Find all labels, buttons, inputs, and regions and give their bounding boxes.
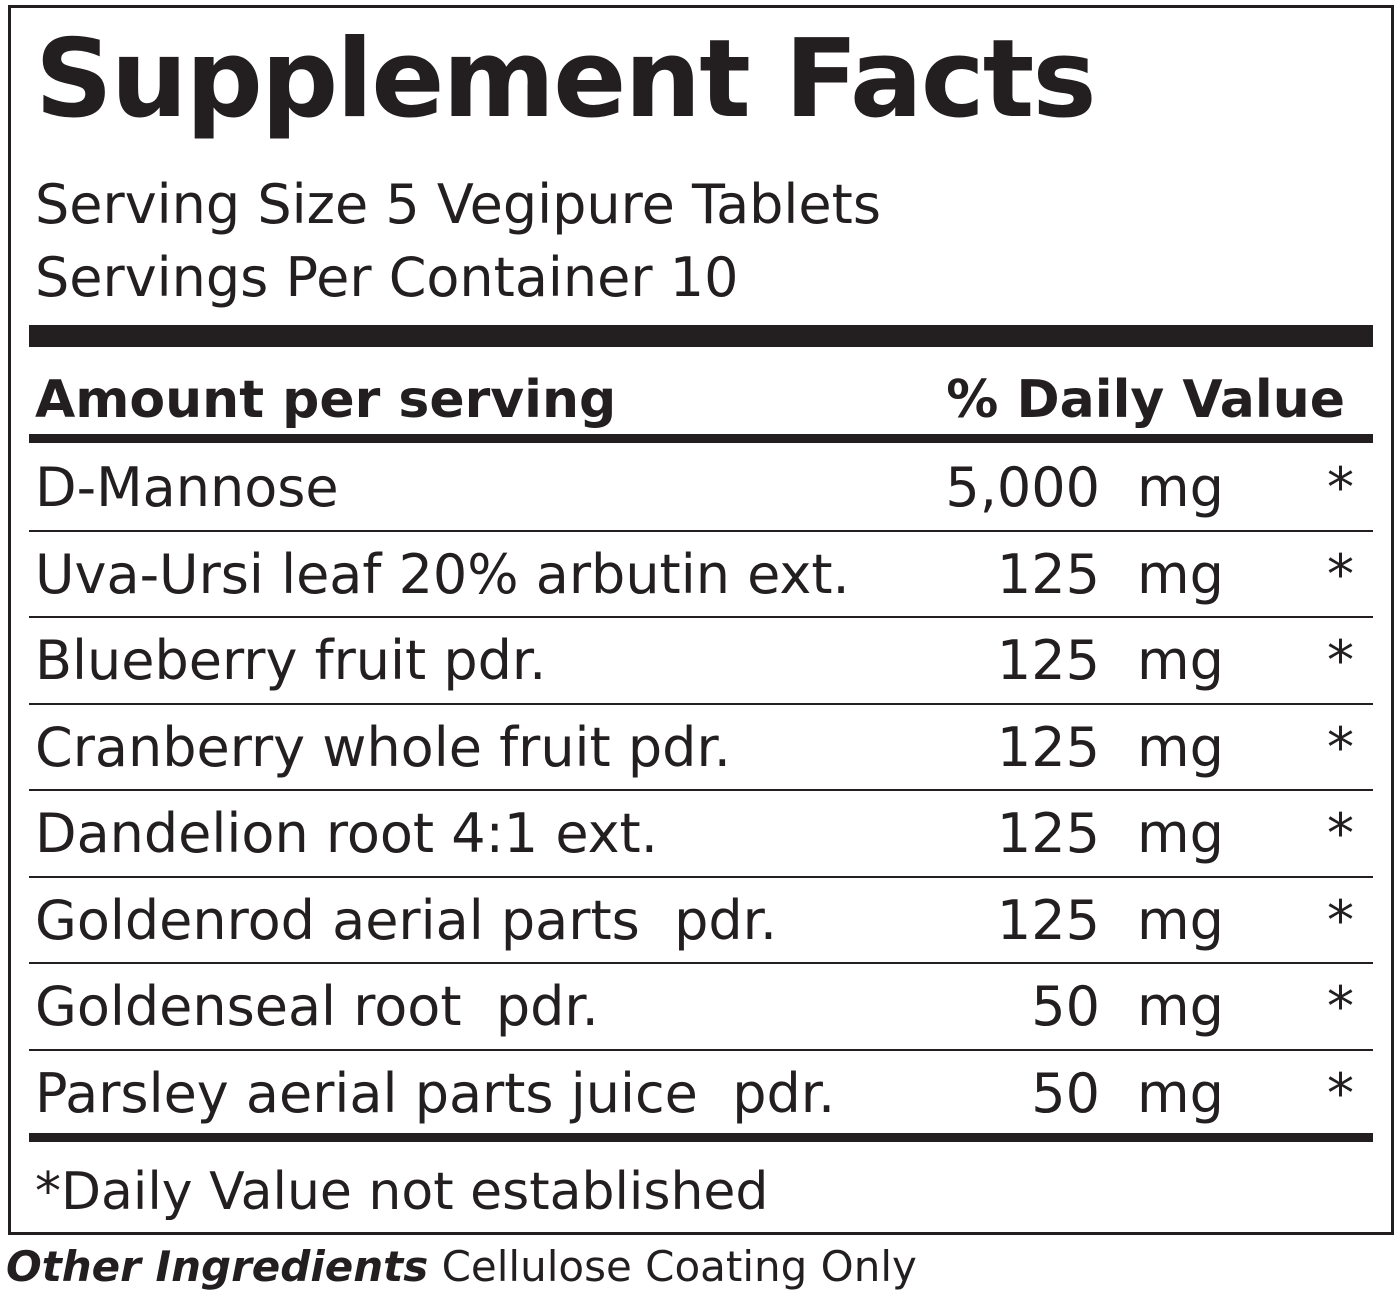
other-ingredients: Other Ingredients Cellulose Coating Only <box>6 1246 917 1288</box>
row-rule <box>29 789 1373 791</box>
row-rule <box>29 529 1373 532</box>
amount: 125 <box>996 715 1100 779</box>
amount: 50 <box>1031 975 1100 1038</box>
ingredient-name: Goldenseal root pdr. <box>35 975 599 1038</box>
daily-value: * <box>1327 629 1354 692</box>
ingredient-name: Goldenrod aerial parts pdr. <box>35 888 778 952</box>
daily-value: * <box>1327 975 1354 1038</box>
daily-value: * <box>1327 888 1354 952</box>
other-ingredients-text: Cellulose Coating Only <box>441 1242 917 1291</box>
unit: mg <box>1137 715 1224 779</box>
facts-panel: Supplement Facts Serving Size 5 Vegipure… <box>8 5 1394 1235</box>
amount: 50 <box>1031 1061 1100 1125</box>
row-rule <box>29 962 1373 964</box>
unit: mg <box>1137 975 1224 1038</box>
footnote: *Daily Value not established <box>35 1162 769 1222</box>
unit: mg <box>1137 888 1224 952</box>
row-rule <box>29 702 1373 705</box>
daily-value: * <box>1327 456 1354 519</box>
amount: 125 <box>996 542 1100 606</box>
daily-value: * <box>1327 542 1354 606</box>
amount: 125 <box>996 629 1100 692</box>
ingredient-name: Blueberry fruit pdr. <box>35 629 547 692</box>
amount: 125 <box>996 802 1100 865</box>
row-rule <box>29 875 1373 878</box>
servings-per-container: Servings Per Container 10 <box>35 246 739 309</box>
unit: mg <box>1137 456 1224 519</box>
ingredient-name: Uva-Ursi leaf 20% arbutin ext. <box>35 542 850 606</box>
rule <box>29 434 1373 443</box>
thick-rule <box>29 325 1373 347</box>
unit: mg <box>1137 802 1224 865</box>
ingredient-name: D-Mannose <box>35 456 339 519</box>
ingredient-name: Parsley aerial parts juice pdr. <box>35 1061 836 1125</box>
ingredient-name: Dandelion root 4:1 ext. <box>35 802 658 865</box>
daily-value: * <box>1327 802 1354 865</box>
other-ingredients-label: Other Ingredients <box>6 1242 429 1291</box>
amount: 5,000 <box>945 456 1100 519</box>
title: Supplement Facts <box>35 17 1097 142</box>
daily-value: * <box>1327 715 1354 779</box>
row-rule <box>29 616 1373 618</box>
amount: 125 <box>996 888 1100 952</box>
daily-value: * <box>1327 1061 1354 1125</box>
unit: mg <box>1137 542 1224 606</box>
column-header: % Daily Value <box>946 370 1345 430</box>
unit: mg <box>1137 1061 1224 1125</box>
serving-size: Serving Size 5 Vegipure Tablets <box>35 173 881 236</box>
rule <box>29 1133 1373 1142</box>
row-rule <box>29 1048 1373 1051</box>
unit: mg <box>1137 629 1224 692</box>
ingredient-name: Cranberry whole fruit pdr. <box>35 715 731 779</box>
column-header: Amount per serving <box>35 370 617 430</box>
